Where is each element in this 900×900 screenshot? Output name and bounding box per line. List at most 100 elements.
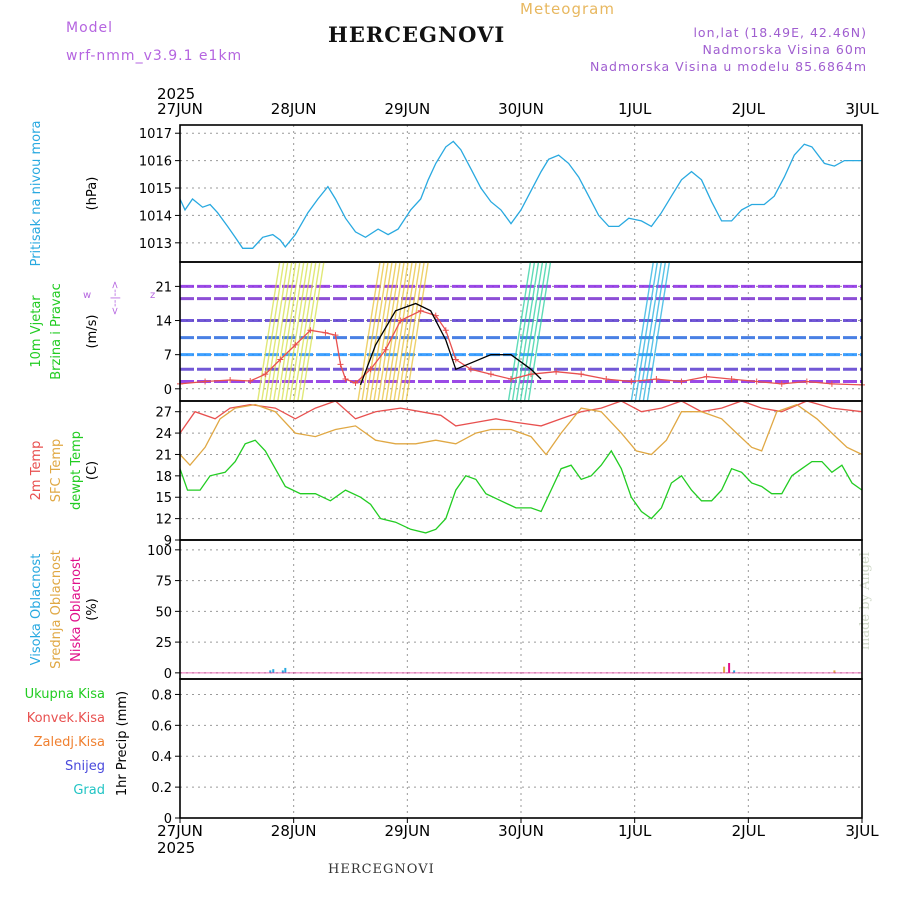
date-label-bottom: 2JUL bbox=[732, 822, 766, 840]
panel-label-wind-1: Brzina i Pravac bbox=[49, 283, 64, 380]
wind-speed-marker bbox=[703, 373, 710, 380]
wind-barb-hatch bbox=[642, 261, 667, 402]
y-tick-label: 27 bbox=[155, 406, 172, 421]
y-tick-label: 1015 bbox=[139, 182, 172, 197]
series-line-dewpoint bbox=[179, 439, 863, 534]
wind-speed-marker bbox=[397, 317, 404, 324]
wind-barb-hatch bbox=[285, 261, 309, 402]
model-name: wrf-nmm_v3.9.1 e1km bbox=[66, 48, 243, 64]
wind-barb-hatch bbox=[638, 261, 663, 402]
altitude-label: Nadmorska Visina 60m bbox=[702, 42, 867, 57]
wind-speed-marker bbox=[528, 371, 535, 378]
y-tick-label: 100 bbox=[147, 544, 172, 559]
y-tick-label: 1014 bbox=[139, 209, 172, 224]
wind-speed-marker bbox=[382, 346, 389, 353]
wind-speed-marker bbox=[307, 327, 314, 334]
panel-frame-pressure bbox=[179, 124, 863, 263]
panel-label-clouds-2: Niska Oblacnost bbox=[69, 557, 84, 662]
wind-barb-hatch bbox=[269, 261, 293, 402]
y-tick-label: 1016 bbox=[139, 155, 172, 170]
panel-frame-precip bbox=[179, 678, 863, 819]
year-label-bottom: 2025 bbox=[157, 839, 195, 857]
wind-speed-marker bbox=[277, 356, 284, 363]
panel-frame-clouds bbox=[179, 539, 863, 680]
date-label-top: 29JUN bbox=[384, 100, 430, 118]
wind-speed-marker bbox=[247, 378, 254, 385]
wind-barb-hatch bbox=[393, 261, 417, 402]
wind-speed-marker bbox=[352, 379, 359, 386]
date-label-bottom: 28JUN bbox=[271, 822, 317, 840]
y-tick-label: 0 bbox=[164, 667, 172, 682]
date-label-bottom: 30JUN bbox=[498, 822, 544, 840]
date-label-top: 1JUL bbox=[618, 100, 652, 118]
y-tick-label: 75 bbox=[155, 575, 172, 590]
wind-speed-marker bbox=[202, 378, 209, 385]
wind-hint-arrow: <--|--> bbox=[110, 281, 121, 316]
wind-speed-marker bbox=[467, 366, 474, 373]
y-tick-label: 1017 bbox=[139, 127, 172, 142]
wind-barb-hatch bbox=[265, 261, 289, 402]
wind-barb-hatch bbox=[301, 261, 325, 402]
wind-speed-marker bbox=[342, 376, 349, 383]
wind-speed-marker bbox=[367, 366, 374, 373]
wind-barb-hatch bbox=[527, 261, 552, 402]
y-tick-label: 0 bbox=[164, 383, 172, 398]
wind-speed-marker bbox=[578, 371, 585, 378]
wind-barb-hatch bbox=[257, 261, 281, 402]
wind-barb-hatch bbox=[634, 261, 659, 402]
precip-legend-snow: Snijeg bbox=[65, 759, 105, 774]
cloud-bar-high_cloud bbox=[272, 669, 275, 673]
wind-barb-hatch bbox=[369, 261, 393, 402]
y-tick-label: 25 bbox=[155, 636, 172, 651]
date-label-top: 3JUL bbox=[845, 100, 879, 118]
y-tick-label: 21 bbox=[155, 448, 172, 463]
cloud-bar-mid_cloud bbox=[723, 666, 726, 673]
precip-legend-frz_precip: Zaledj.Kisa bbox=[34, 735, 105, 750]
wind-barb-hatch bbox=[261, 261, 285, 402]
panel-label-temperature-1: SFC Temp bbox=[49, 439, 64, 503]
precip-legend-conv_precip: Konvek.Kisa bbox=[27, 711, 105, 726]
y-tick-label: 24 bbox=[155, 427, 172, 442]
y-tick-label: 12 bbox=[155, 513, 172, 528]
wind-barb-hatch bbox=[646, 261, 671, 402]
wind-barb-hatch bbox=[630, 261, 655, 402]
y-tick-label: 9 bbox=[164, 534, 172, 549]
y-tick-label: 21 bbox=[155, 280, 172, 295]
y-tick-label: 50 bbox=[155, 605, 172, 620]
y-tick-label: 15 bbox=[155, 491, 172, 506]
panel-unit-clouds: (%) bbox=[85, 598, 100, 621]
model-altitude-label: Nadmorska Visina u modelu 85.6864m bbox=[590, 59, 867, 74]
y-tick-label: 14 bbox=[155, 315, 172, 330]
wind-speed-marker bbox=[778, 380, 785, 387]
series-line-sfc_temp bbox=[179, 403, 863, 467]
y-tick-label: 0.2 bbox=[151, 781, 172, 796]
wind-barb-hatch bbox=[523, 261, 548, 402]
panel-label-pressure-0: Pritisak na nivou mora bbox=[29, 121, 44, 267]
precip-unit-label: 1hr Precip (mm) bbox=[115, 691, 130, 796]
series-line-temp2m bbox=[179, 400, 863, 434]
wind-barb-hatch bbox=[507, 261, 532, 402]
panel-label-temperature-2: dewpt Temp bbox=[69, 431, 84, 510]
precip-legend-total_precip: Ukupna Kisa bbox=[25, 687, 105, 702]
y-tick-label: 0.4 bbox=[151, 750, 172, 765]
wind-barb-hatch bbox=[293, 261, 317, 402]
wind-barb-hatch bbox=[361, 261, 385, 402]
panel-frame-temperature bbox=[179, 400, 863, 541]
wind-speed-marker bbox=[628, 378, 635, 385]
date-label-bottom: 3JUL bbox=[845, 822, 879, 840]
wind-speed-marker bbox=[262, 371, 269, 378]
wind-speed-marker bbox=[417, 307, 424, 314]
panel-unit-temperature: (C) bbox=[85, 461, 100, 480]
y-tick-label: 0 bbox=[164, 812, 172, 827]
wind-speed-marker bbox=[227, 377, 234, 384]
series-line-gust bbox=[359, 302, 542, 386]
date-label-bottom: 1JUL bbox=[618, 822, 652, 840]
wind-speed-marker bbox=[442, 327, 449, 334]
precip-legend-hail: Grad bbox=[73, 783, 105, 798]
y-tick-label: 1013 bbox=[139, 237, 172, 252]
wind-barb-hatch bbox=[373, 261, 397, 402]
series-line-pressure bbox=[179, 140, 862, 249]
wind-speed-marker bbox=[728, 376, 735, 383]
date-label-bottom: 27JUN bbox=[157, 822, 203, 840]
